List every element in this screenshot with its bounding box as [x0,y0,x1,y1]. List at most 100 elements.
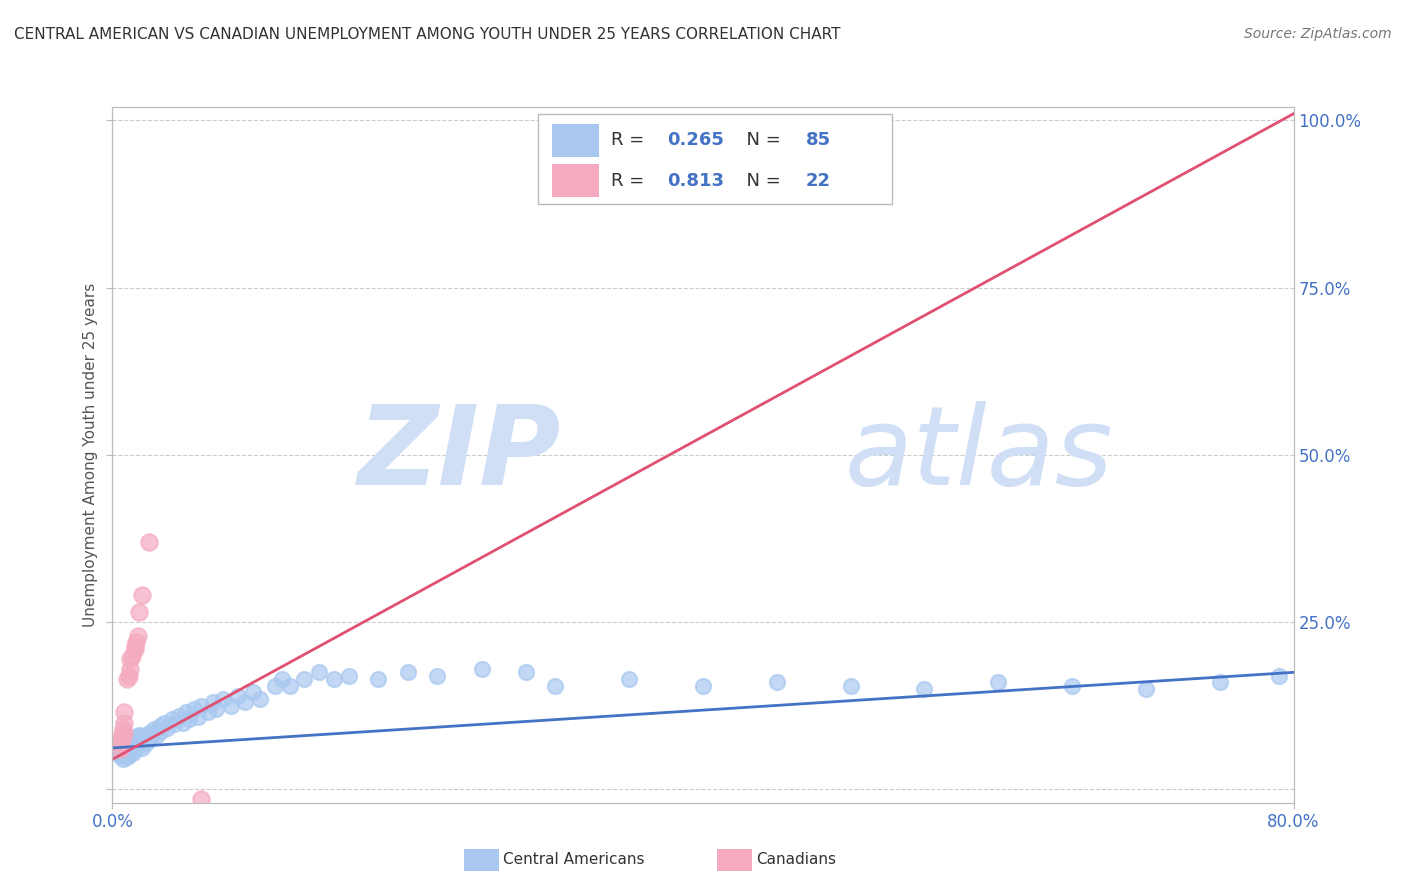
Point [219,698,242,713]
Text: Central Americans: Central Americans [503,853,645,867]
Point [111,752,134,766]
Text: 0.813: 0.813 [668,172,724,190]
Point [766,675,789,690]
Point [174,706,197,720]
Point [1062,679,1084,693]
Point [160,712,183,726]
Point [212,692,235,706]
Point [337,669,360,683]
Point [108,749,131,764]
Point [125,635,148,649]
Point [172,715,194,730]
Point [112,715,135,730]
Point [135,729,157,743]
Point [111,735,134,749]
Point [470,662,494,676]
Text: R =: R = [610,172,650,190]
Point [111,729,134,743]
Point [117,737,138,751]
Point [233,696,256,710]
Point [122,746,145,760]
Point [111,723,134,737]
Point [146,728,169,742]
Point [914,681,936,696]
Text: N =: N = [735,131,786,150]
Text: N =: N = [735,172,786,190]
Text: CENTRAL AMERICAN VS CANADIAN UNEMPLOYMENT AMONG YOUTH UNDER 25 YEARS CORRELATION: CENTRAL AMERICAN VS CANADIAN UNEMPLOYMEN… [14,27,841,42]
Point [426,669,449,683]
Point [187,710,209,724]
Text: atlas: atlas [845,401,1114,508]
Point [127,737,149,751]
Point [125,739,148,753]
Point [1208,675,1232,690]
Text: Canadians: Canadians [756,853,837,867]
Point [987,675,1010,690]
Point [110,735,132,749]
Point [142,723,165,737]
Point [120,745,142,759]
Point [111,746,134,760]
Point [292,672,315,686]
Point [128,728,150,742]
Point [308,665,330,680]
Text: 0.265: 0.265 [668,131,724,150]
Point [131,740,153,755]
Point [124,742,146,756]
Point [112,725,135,739]
Point [201,696,224,710]
Point [149,719,172,733]
Point [125,732,148,747]
Y-axis label: Unemployment Among Youth under 25 years: Unemployment Among Youth under 25 years [83,283,98,627]
Point [110,729,132,743]
Point [226,689,249,703]
FancyBboxPatch shape [537,114,891,204]
Point [138,725,160,739]
Point [112,749,135,764]
Point [692,679,714,693]
Point [131,732,153,747]
Point [131,589,153,603]
Point [839,679,862,693]
Text: R =: R = [610,131,650,150]
Point [136,734,159,748]
Point [120,662,142,676]
Point [138,535,160,549]
Point [1135,681,1157,696]
Point [114,746,136,760]
Point [128,605,150,619]
Point [121,735,143,749]
Point [122,739,145,753]
Point [112,706,135,720]
Point [108,735,131,749]
Point [197,706,219,720]
Point [179,712,201,726]
Point [167,708,190,723]
Point [112,732,135,747]
Point [544,679,567,693]
Point [108,742,131,756]
Point [619,672,641,686]
Point [190,698,212,713]
Point [124,734,146,748]
Point [124,642,146,657]
Text: 22: 22 [806,172,831,190]
Point [271,672,294,686]
Point [124,639,146,653]
Point [1268,669,1291,683]
Point [118,747,141,762]
Point [242,685,264,699]
Point [150,723,173,738]
Point [128,735,150,749]
Point [112,742,135,756]
Point [396,665,419,680]
Point [278,679,301,693]
Point [121,742,143,756]
Point [139,730,162,744]
Point [117,672,138,686]
Point [117,730,138,744]
Point [121,648,143,663]
Text: ZIP: ZIP [357,401,561,508]
Point [163,717,186,731]
Point [367,672,389,686]
